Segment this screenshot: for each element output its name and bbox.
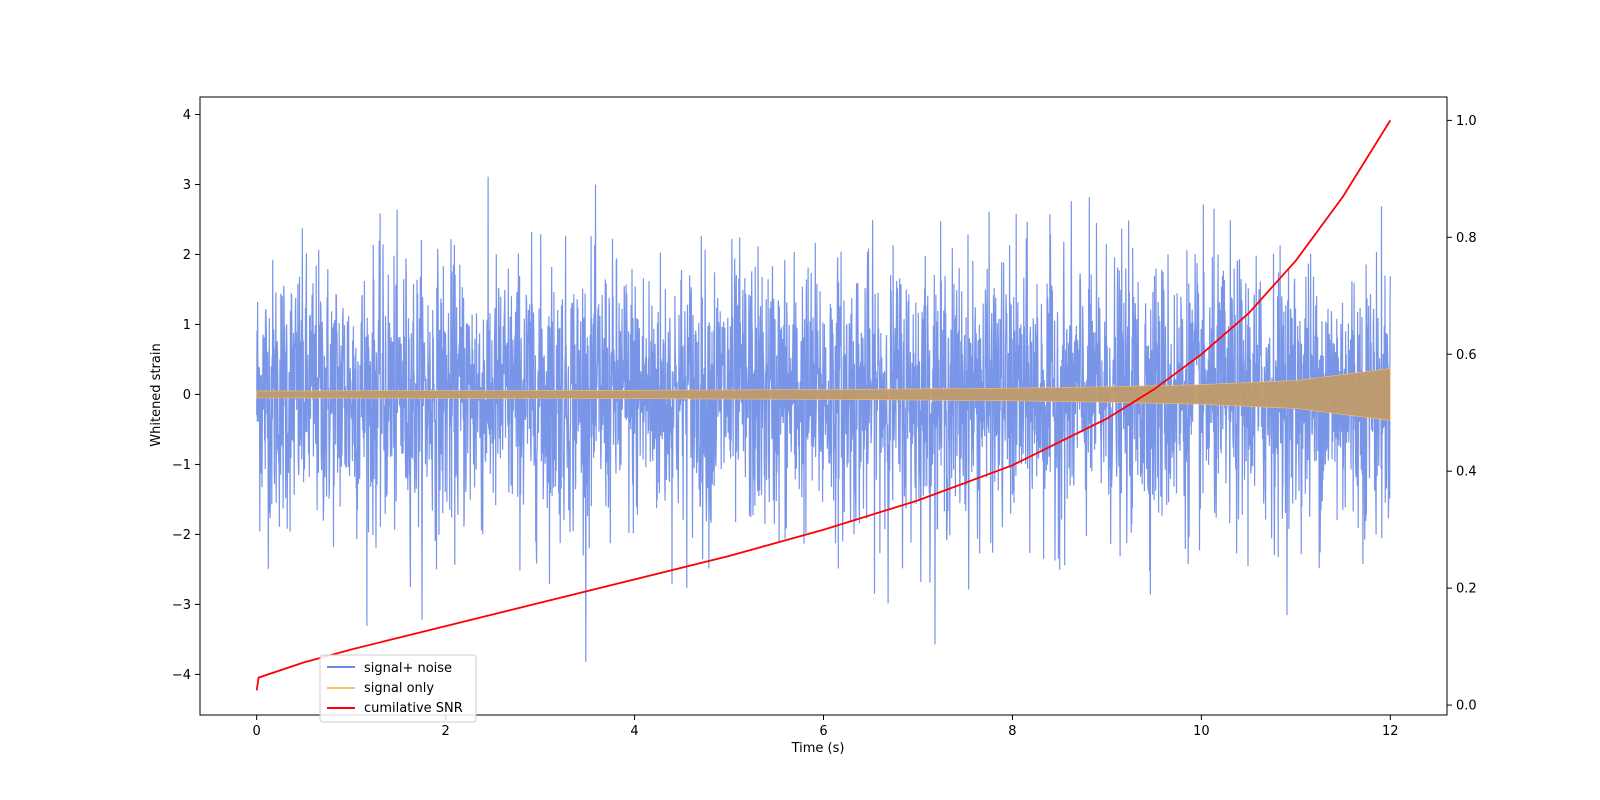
legend-label-cumulative-snr: cumilative SNR bbox=[364, 701, 463, 716]
y-tick-label: 2 bbox=[183, 248, 191, 263]
signal-noise-line bbox=[256, 176, 1391, 662]
y2-tick-label: 0.4 bbox=[1456, 465, 1477, 480]
legend-label-signal-noise: signal+ noise bbox=[364, 661, 452, 676]
y-tick-label: 1 bbox=[183, 318, 191, 333]
signal-noise-series bbox=[256, 176, 1391, 662]
x-axis-label: Time (s) bbox=[791, 741, 845, 756]
y-axis-label: Whitened strain bbox=[149, 343, 164, 446]
y-tick-label: 4 bbox=[183, 108, 191, 123]
x-tick-label: 8 bbox=[1008, 724, 1016, 739]
signal-only-series bbox=[256, 368, 1391, 421]
x-tick-label: 6 bbox=[819, 724, 827, 739]
y2-tick-label: 0.2 bbox=[1456, 582, 1477, 597]
y2-tick-label: 1.0 bbox=[1456, 114, 1477, 129]
x-tick-label: 0 bbox=[253, 724, 261, 739]
legend-label-signal-only: signal only bbox=[364, 681, 434, 696]
legend: signal+ noise signal only cumilative SNR bbox=[319, 654, 477, 723]
y2-tick-label: 0.0 bbox=[1456, 699, 1477, 714]
y2-tick-label: 0.8 bbox=[1456, 231, 1477, 246]
legend-box bbox=[319, 654, 477, 723]
y-tick-label: 3 bbox=[183, 178, 191, 193]
y-tick-label: −2 bbox=[172, 528, 191, 543]
cumulative-snr-series bbox=[255, 119, 1392, 691]
y2-tick-label: 0.6 bbox=[1456, 348, 1477, 363]
y-tick-label: −1 bbox=[172, 458, 191, 473]
x-tick-label: 4 bbox=[630, 724, 638, 739]
signal-only-band bbox=[256, 368, 1391, 421]
y-tick-label: 0 bbox=[183, 388, 191, 403]
y-tick-label: −4 bbox=[172, 668, 191, 683]
cumulative-snr-line bbox=[255, 119, 1392, 691]
x-tick-label: 2 bbox=[441, 724, 449, 739]
x-tick-label: 10 bbox=[1193, 724, 1210, 739]
y-tick-label: −3 bbox=[172, 598, 191, 613]
x-tick-label: 12 bbox=[1382, 724, 1399, 739]
